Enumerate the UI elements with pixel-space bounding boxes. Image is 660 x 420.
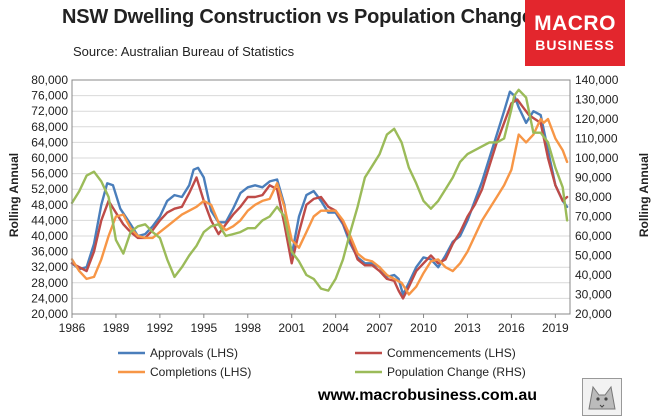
x-tick-label: 1986 bbox=[59, 321, 86, 335]
y-left-tick-label: 20,000 bbox=[31, 307, 68, 321]
x-tick-label: 2016 bbox=[498, 321, 525, 335]
y-left-tick-label: 76,000 bbox=[31, 89, 68, 103]
y-left-tick-label: 52,000 bbox=[31, 182, 68, 196]
brand-logo: MACRO BUSINESS bbox=[525, 0, 625, 66]
x-tick-label: 1992 bbox=[147, 321, 174, 335]
x-tick-label: 1998 bbox=[234, 321, 261, 335]
y-left-tick-label: 24,000 bbox=[31, 291, 68, 305]
y-right-tick-label: 20,000 bbox=[575, 307, 612, 321]
y-right-tick-label: 70,000 bbox=[575, 210, 612, 224]
x-tick-label: 2019 bbox=[542, 321, 569, 335]
series-line-approvals bbox=[70, 90, 569, 296]
y-left-tick-label: 36,000 bbox=[31, 245, 68, 259]
x-tick-label: 1989 bbox=[103, 321, 130, 335]
x-tick-label: 2004 bbox=[322, 321, 349, 335]
x-axis-ticks: 1986 1989 1992 1995 1998 2001 2004 2007 2010 2013… bbox=[59, 314, 569, 335]
y-right-tick-label: 60,000 bbox=[575, 229, 612, 243]
legend: Approvals (LHS) Commencements (LHS) Comple… bbox=[118, 346, 526, 379]
y-right-tick-label: 100,000 bbox=[575, 151, 619, 165]
chart-title: NSW Dwelling Construction vs Population … bbox=[62, 6, 533, 28]
y-axis-left-label: Rolling Annual bbox=[7, 153, 21, 237]
legend-label: Commencements (LHS) bbox=[387, 346, 516, 360]
y-left-tick-label: 64,000 bbox=[31, 135, 68, 149]
y-right-tick-label: 130,000 bbox=[575, 93, 619, 107]
series-line-commencements bbox=[70, 98, 569, 300]
x-tick-label: 2013 bbox=[454, 321, 481, 335]
website-url: www.macrobusiness.com.au bbox=[318, 387, 538, 404]
series-lines bbox=[70, 88, 569, 300]
y-left-tick-label: 80,000 bbox=[31, 73, 68, 87]
chart-source: Source: Australian Bureau of Statistics bbox=[73, 44, 295, 59]
y-left-tick-label: 32,000 bbox=[31, 260, 68, 274]
y-left-tick-label: 28,000 bbox=[31, 276, 68, 290]
y-right-tick-label: 140,000 bbox=[575, 73, 619, 87]
logo-line-2: BUSINESS bbox=[535, 37, 615, 53]
y-right-tick-label: 80,000 bbox=[575, 190, 612, 204]
plot-frame bbox=[71, 79, 571, 315]
legend-label: Approvals (LHS) bbox=[150, 346, 238, 360]
x-tick-label: 1995 bbox=[190, 321, 217, 335]
y-axis-right-label: Rolling Annual bbox=[637, 153, 651, 237]
legend-label: Completions (LHS) bbox=[150, 365, 251, 379]
y-left-tick-label: 68,000 bbox=[31, 120, 68, 134]
x-tick-label: 2001 bbox=[278, 321, 305, 335]
y-left-tick-label: 48,000 bbox=[31, 198, 68, 212]
y-right-tick-label: 120,000 bbox=[575, 112, 619, 126]
y-axis-right-ticks: 20,000 30,000 40,000 50,000 60,000 70,000 80,0… bbox=[575, 73, 619, 321]
y-right-tick-label: 50,000 bbox=[575, 249, 612, 263]
x-tick-label: 2010 bbox=[410, 321, 437, 335]
y-left-tick-label: 56,000 bbox=[31, 167, 68, 181]
legend-label: Population Change (RHS) bbox=[387, 365, 526, 379]
x-tick-label: 2007 bbox=[366, 321, 393, 335]
y-right-tick-label: 40,000 bbox=[575, 268, 612, 282]
wolf-logo-icon bbox=[582, 378, 622, 416]
logo-line-1: MACRO bbox=[534, 12, 616, 35]
y-right-tick-label: 110,000 bbox=[575, 132, 618, 146]
y-right-tick-label: 90,000 bbox=[575, 171, 612, 185]
y-right-tick-label: 30,000 bbox=[575, 288, 612, 302]
y-left-tick-label: 72,000 bbox=[31, 104, 68, 118]
series-line-population bbox=[70, 88, 569, 292]
y-left-tick-label: 44,000 bbox=[31, 213, 68, 227]
y-left-tick-label: 40,000 bbox=[31, 229, 68, 243]
y-left-tick-label: 60,000 bbox=[31, 151, 68, 165]
